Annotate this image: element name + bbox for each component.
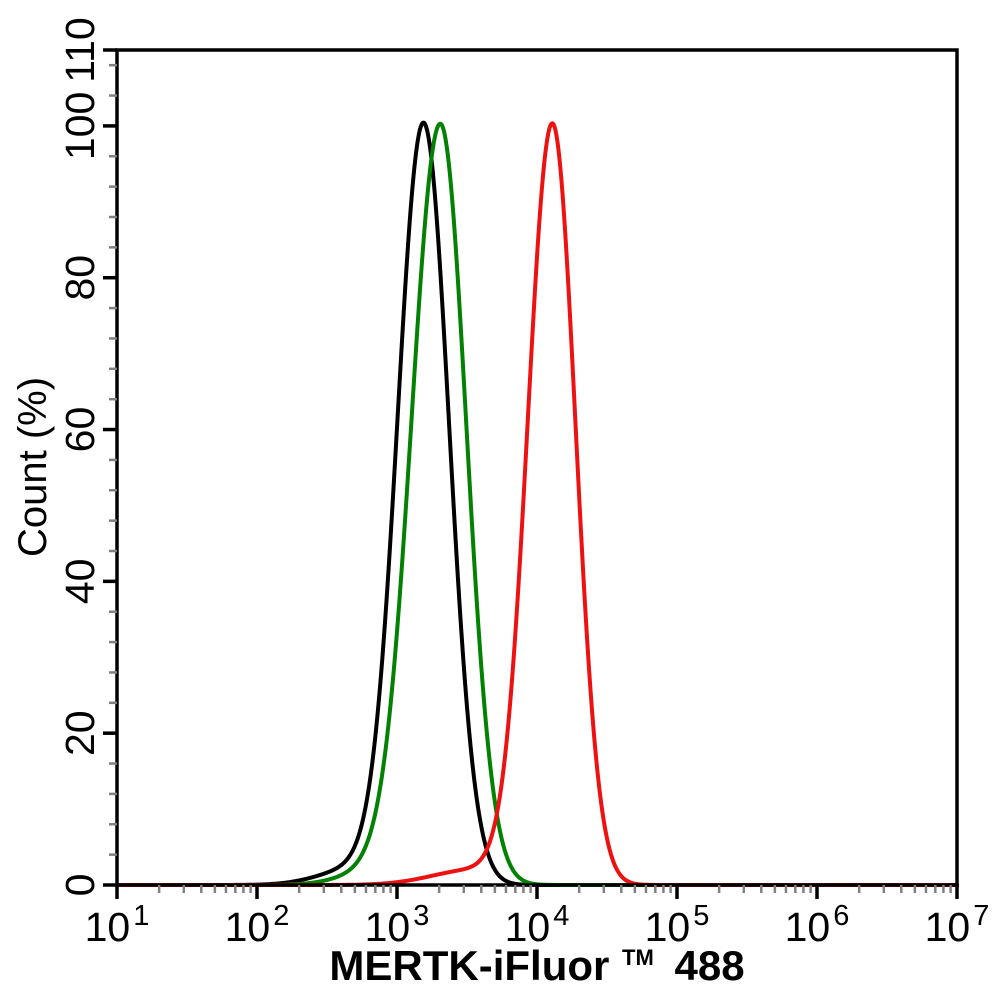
x-tick-label-10e6: 10 6: [785, 900, 850, 950]
y-tick-label-80: 80: [57, 255, 103, 301]
x-axis-title-suffix: 488: [674, 942, 744, 989]
y-tick-label-0: 0: [57, 874, 103, 897]
x-tick-label-10e4: 10 4: [505, 900, 570, 950]
y-tick-label-60: 60: [57, 407, 103, 453]
x-axis-ticks: [115, 885, 959, 899]
x-axis-title: MERTK-iFluor TM 488: [329, 927, 744, 989]
y-tick-label-20: 20: [57, 710, 103, 756]
x-axis-tick-labels: 10 1 10 2 10 3 10 4 10 5 10 6 10 7: [85, 900, 990, 950]
y-axis-ticks: [103, 48, 117, 887]
x-tick-label-10e5: 10 5: [645, 900, 710, 950]
x-tick-label-10e7: 10 7: [925, 900, 990, 950]
curves-layer: [115, 120, 959, 887]
x-axis-title-main: MERTK-iFluor: [329, 942, 609, 989]
y-tick-label-110: 110: [57, 17, 103, 82]
y-tick-label-100: 100: [57, 92, 103, 160]
x-tick-label-10e1: 10 1: [85, 900, 150, 950]
red-curve: [115, 121, 959, 887]
plot-box: [115, 48, 959, 887]
x-axis-title-trademark: TM: [622, 945, 654, 970]
x-tick-label-10e3: 10 3: [365, 900, 430, 950]
y-axis-title: Count (%): [11, 377, 55, 557]
x-tick-label-10e2: 10 2: [225, 900, 290, 950]
y-axis-tick-labels: 0 20 40 60 80 100 110: [57, 17, 103, 896]
y-tick-label-40: 40: [57, 559, 103, 605]
